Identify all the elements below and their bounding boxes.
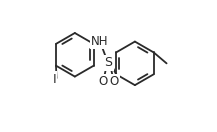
Text: S: S — [105, 56, 112, 69]
Text: NH: NH — [91, 35, 109, 48]
Text: O: O — [110, 75, 119, 88]
Text: O: O — [98, 75, 107, 88]
Text: I: I — [52, 73, 56, 86]
